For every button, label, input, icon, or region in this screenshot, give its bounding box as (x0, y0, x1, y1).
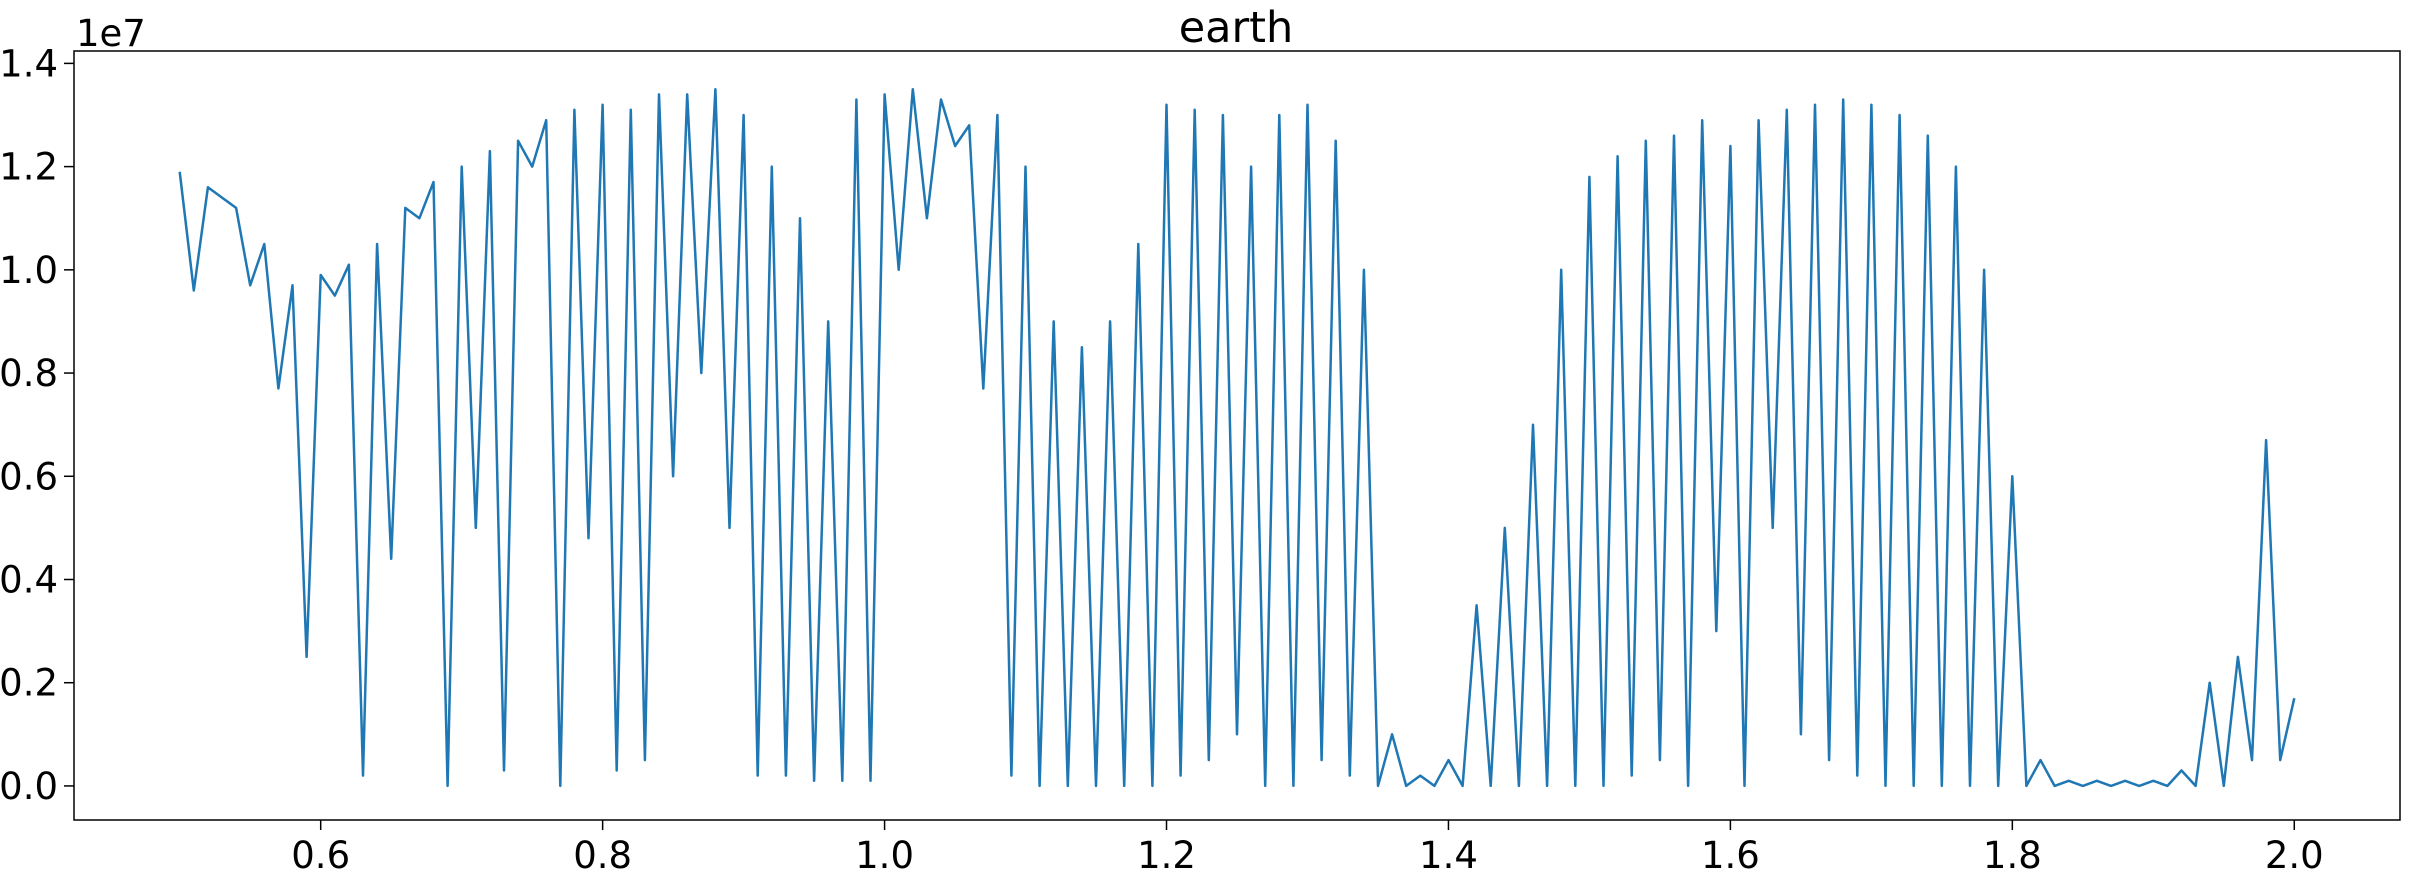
y-tick-label: 0.6 (0, 455, 58, 498)
plot-frame (73, 50, 2401, 821)
y-tick-label: 0.4 (0, 558, 58, 601)
y-tick-label: 1.2 (0, 146, 58, 189)
y-tick-label: 1.0 (0, 249, 58, 292)
y-tick-label: 0.0 (0, 765, 58, 808)
x-tick-label: 1.4 (1419, 834, 1478, 875)
line-series (178, 87, 2296, 788)
y-tick-label: 0.8 (0, 352, 58, 395)
chart-title: earth (1179, 3, 1294, 53)
y-tick-label: 0.2 (0, 662, 58, 705)
x-tick-label: 1.0 (855, 834, 914, 875)
x-tick-label: 2.0 (2265, 834, 2324, 875)
y-tick-label: 1.4 (0, 42, 58, 85)
x-tick-label: 0.8 (573, 834, 632, 875)
x-tick-label: 1.6 (1701, 834, 1760, 875)
x-tick-label: 1.8 (1983, 834, 2042, 875)
offset-label: 1e7 (76, 12, 146, 55)
x-tick-label: 0.6 (291, 834, 350, 875)
x-tick-label: 1.2 (1137, 834, 1196, 875)
